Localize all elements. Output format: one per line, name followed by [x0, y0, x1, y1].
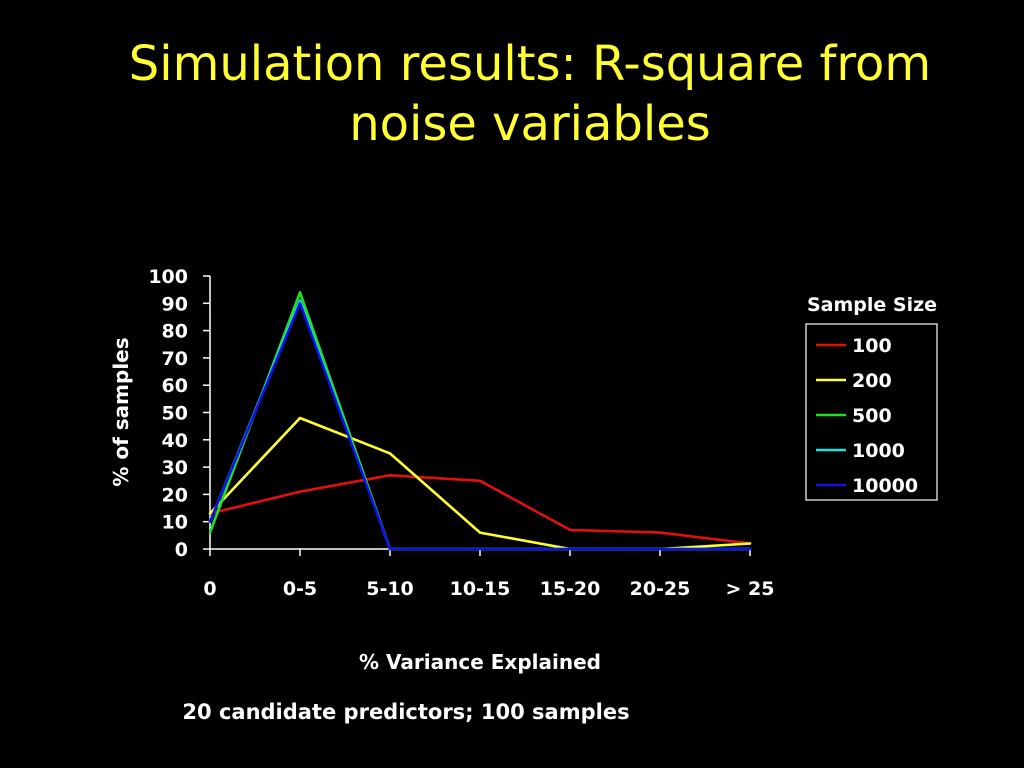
- y-tick-label: 90: [162, 293, 188, 315]
- y-tick-label: 10: [162, 512, 188, 534]
- legend-title: Sample Size: [807, 294, 937, 316]
- legend-label-500: 500: [852, 405, 892, 427]
- y-tick-label: 70: [162, 348, 188, 370]
- legend-label-100: 100: [852, 335, 892, 357]
- series-line-200: [208, 416, 752, 551]
- y-tick-label: 50: [162, 403, 188, 425]
- x-tick-label: 0: [203, 578, 216, 600]
- slide-title: Simulation results: R-square from noise …: [128, 36, 932, 152]
- chart-series: [208, 291, 752, 551]
- x-tick-label: 0-5: [283, 578, 317, 600]
- legend-label-200: 200: [852, 370, 892, 392]
- x-tick-label: 15-20: [540, 578, 601, 600]
- series-line-500: [208, 291, 752, 551]
- y-tick-label: 80: [162, 321, 188, 343]
- slide-footnote: 20 candidate predictors; 100 samples: [182, 700, 630, 724]
- chart-axes: 0 10 20 30 40 50 60 70 80 90 100 0 0-5 5-10 10-15 15-20…: [109, 266, 774, 674]
- series-line-1000: [208, 299, 752, 551]
- y-tick-label: 20: [162, 484, 188, 506]
- y-axis-title: % of samples: [109, 337, 133, 486]
- x-tick-label: 20-25: [630, 578, 691, 600]
- x-tick-label: 5-10: [366, 578, 414, 600]
- y-tick-label: 0: [175, 539, 188, 561]
- series-line-100: [208, 473, 752, 545]
- series-line-10000: [208, 301, 752, 551]
- legend-label-1000: 1000: [852, 440, 905, 462]
- x-axis-title: % Variance Explained: [359, 650, 601, 674]
- x-tick-label: > 25: [726, 578, 775, 600]
- x-tick-label: 10-15: [450, 578, 511, 600]
- y-tick-label: 30: [162, 457, 188, 479]
- legend-label-10000: 10000: [852, 475, 918, 497]
- chart-legend: Sample Size 100 200 500 1000 10000: [805, 294, 938, 501]
- y-tick-label: 60: [162, 375, 188, 397]
- legend-box: [805, 323, 938, 501]
- y-tick-label: 100: [148, 266, 188, 288]
- y-tick-label: 40: [162, 430, 188, 452]
